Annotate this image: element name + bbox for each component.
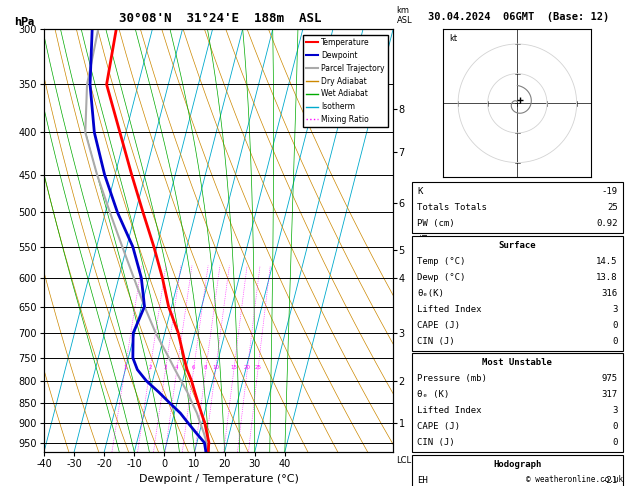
Text: 20: 20 — [244, 364, 251, 370]
Text: 3: 3 — [164, 364, 167, 370]
Legend: Temperature, Dewpoint, Parcel Trajectory, Dry Adiabat, Wet Adiabat, Isotherm, Mi: Temperature, Dewpoint, Parcel Trajectory… — [303, 35, 387, 127]
Text: 975: 975 — [601, 374, 618, 383]
Text: Lifted Index: Lifted Index — [417, 406, 482, 416]
Text: 317: 317 — [601, 390, 618, 399]
Text: PW (cm): PW (cm) — [417, 219, 455, 228]
Text: Most Unstable: Most Unstable — [482, 358, 552, 367]
Text: CAPE (J): CAPE (J) — [417, 422, 460, 432]
Text: hPa: hPa — [14, 17, 35, 27]
Text: 25: 25 — [254, 364, 262, 370]
Text: 6: 6 — [192, 364, 195, 370]
Text: 4: 4 — [175, 364, 179, 370]
Text: 0: 0 — [612, 438, 618, 448]
Text: 15: 15 — [230, 364, 237, 370]
Text: -21: -21 — [601, 476, 618, 485]
Text: 0.92: 0.92 — [596, 219, 618, 228]
X-axis label: Dewpoint / Temperature (°C): Dewpoint / Temperature (°C) — [138, 474, 299, 485]
Text: 0: 0 — [612, 422, 618, 432]
Text: © weatheronline.co.uk: © weatheronline.co.uk — [526, 474, 623, 484]
Text: 3: 3 — [612, 406, 618, 416]
Text: Pressure (mb): Pressure (mb) — [417, 374, 487, 383]
Text: 30.04.2024  06GMT  (Base: 12): 30.04.2024 06GMT (Base: 12) — [428, 12, 610, 22]
Text: 25: 25 — [607, 203, 618, 212]
Text: 8: 8 — [204, 364, 208, 370]
Text: Lifted Index: Lifted Index — [417, 305, 482, 314]
Text: 0: 0 — [612, 321, 618, 330]
Text: Hodograph: Hodograph — [493, 460, 542, 469]
Text: 13.8: 13.8 — [596, 273, 618, 282]
Text: CIN (J): CIN (J) — [417, 337, 455, 346]
Text: EH: EH — [417, 476, 428, 485]
Text: 30°08'N  31°24'E  188m  ASL: 30°08'N 31°24'E 188m ASL — [119, 12, 321, 25]
Text: Totals Totals: Totals Totals — [417, 203, 487, 212]
Text: Temp (°C): Temp (°C) — [417, 257, 465, 266]
Text: CAPE (J): CAPE (J) — [417, 321, 460, 330]
Text: Mixing Ratio (g/kg): Mixing Ratio (g/kg) — [421, 201, 430, 280]
Text: Dewp (°C): Dewp (°C) — [417, 273, 465, 282]
Text: 0: 0 — [612, 337, 618, 346]
Text: θₑ (K): θₑ (K) — [417, 390, 449, 399]
Text: Surface: Surface — [499, 241, 536, 250]
Text: kt: kt — [449, 34, 457, 43]
Text: 2: 2 — [148, 364, 152, 370]
Text: 10: 10 — [212, 364, 219, 370]
Text: LCL: LCL — [397, 456, 412, 465]
Text: K: K — [417, 187, 423, 196]
Text: km
ASL: km ASL — [397, 5, 412, 25]
Text: θₑ(K): θₑ(K) — [417, 289, 444, 298]
Text: -19: -19 — [601, 187, 618, 196]
Text: 3: 3 — [612, 305, 618, 314]
Text: 14.5: 14.5 — [596, 257, 618, 266]
Text: 1: 1 — [123, 364, 126, 370]
Text: 316: 316 — [601, 289, 618, 298]
Text: CIN (J): CIN (J) — [417, 438, 455, 448]
